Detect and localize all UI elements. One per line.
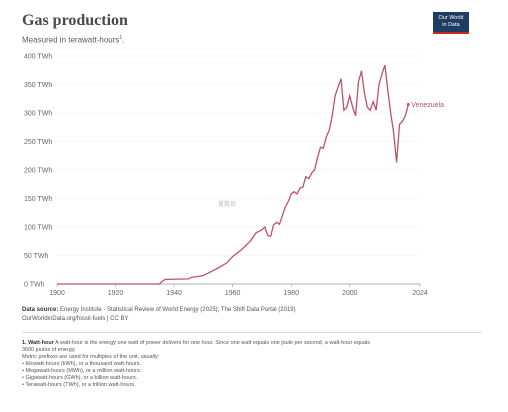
y-tick-label: 50 TWh [24, 253, 48, 260]
x-tick-label: 2024 [412, 290, 428, 297]
footnote-line-3: Metric prefixes are used for multiples o… [22, 354, 160, 360]
source-text: Energy Institute - Statistical Review of… [60, 307, 296, 313]
y-tick-label: 100 TWh [24, 225, 52, 232]
x-axis: 1900 1920 1940 1960 1980 2000 2024 [49, 284, 428, 297]
y-axis: 0 TWh 50 TWh 100 TWh 150 TWh 200 TWh 250 TWh 3… [24, 54, 52, 289]
owid-logo[interactable]: Our World in Data [433, 12, 469, 34]
chart-title: Gas production [22, 12, 128, 29]
x-tick-label: 1900 [49, 290, 65, 297]
gridlines [57, 55, 420, 285]
y-tick-label: 400 TWh [24, 54, 52, 61]
y-tick-label: 300 TWh [24, 111, 52, 118]
footnote-item: • kilowatt-hours (kWh), or a thousand wa… [22, 361, 141, 367]
footnote-item: • Megawatt-hours (MWh), or a million wat… [22, 368, 142, 374]
source-block: Data source: Energy Institute - Statisti… [22, 306, 482, 324]
chart-subtitle: Measured in terawatt-hours1. [22, 35, 124, 45]
x-tick-label: 1920 [108, 290, 124, 297]
x-tick-label: 1940 [166, 290, 182, 297]
y-tick-label: 0 TWh [24, 282, 45, 289]
y-tick-label: 200 TWh [24, 168, 52, 175]
x-tick-label: 1960 [225, 290, 241, 297]
subtitle-period: . [122, 35, 125, 45]
footnote-item: • Gigawatt-hours (GWh), or a billion wat… [22, 375, 138, 381]
series-label-venezuela[interactable]: Venezuela [411, 102, 444, 109]
logo-line-1: Our World [438, 15, 464, 21]
series-line-venezuela[interactable] [57, 64, 409, 285]
footnote-line-2: 3600 joules of energy. [22, 347, 76, 353]
footnote-text: A watt-hour is the energy one watt of po… [55, 340, 371, 346]
logo-accent-bar [433, 32, 469, 34]
line-chart: 0 TWh 50 TWh 100 TWh 150 TWh 200 TWh 250 TWh 3… [24, 54, 444, 298]
footnote-heading: 1. Watt-hour [22, 340, 54, 346]
subtitle-text: Measured in terawatt-hours [22, 35, 120, 45]
y-tick-label: 350 TWh [24, 82, 52, 89]
watermark: 量数如 [218, 202, 237, 208]
footnote-ref[interactable]: 1 [119, 35, 123, 41]
logo-line-2: in Data [442, 22, 460, 28]
x-tick-label: 2000 [342, 290, 358, 297]
y-tick-label: 150 TWh [24, 196, 52, 203]
footnotes: 1. Watt-hour A watt-hour is the energy o… [22, 340, 482, 389]
series-layer: Venezuela [57, 64, 444, 285]
series-end-point [406, 103, 410, 106]
x-tick-label: 1980 [283, 290, 299, 297]
source-link[interactable]: OurWorldinData.org/fossil-fuels | CC BY [22, 316, 129, 322]
divider [22, 332, 482, 333]
footnote-item: • Terawatt-hours (TWh), or a trillion wa… [22, 382, 136, 388]
source-label: Data source: [22, 307, 59, 313]
y-tick-label: 250 TWh [24, 139, 52, 146]
